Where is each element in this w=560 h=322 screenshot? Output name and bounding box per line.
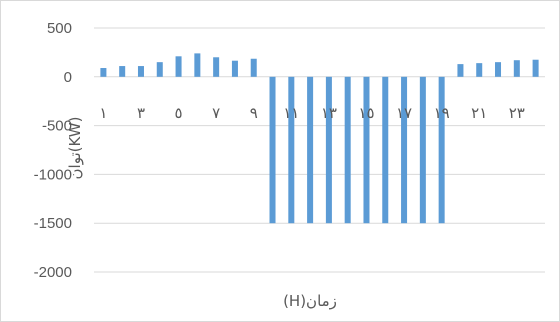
x-tick-label: ١٩ <box>434 105 450 122</box>
bar-5 <box>176 56 182 77</box>
x-tick-label: ٧ <box>212 105 220 122</box>
bar-19 <box>439 77 445 223</box>
x-axis-title: (H)زمان <box>283 292 337 310</box>
bar-9 <box>251 59 257 77</box>
bar-13 <box>326 77 332 223</box>
bar-17 <box>401 77 407 223</box>
y-tick-label: -1500 <box>34 215 72 232</box>
x-tick-label: ٢١ <box>471 105 487 122</box>
bars <box>100 53 538 223</box>
bar-8 <box>232 61 238 77</box>
y-tick-label: 0 <box>64 69 72 86</box>
bar-7 <box>213 57 219 77</box>
x-tick-label: ٥ <box>175 105 183 122</box>
bar-6 <box>194 53 200 76</box>
y-tick-label: -2000 <box>34 264 72 281</box>
bar-24 <box>533 60 539 77</box>
bar-21 <box>476 63 482 77</box>
bar-22 <box>495 62 501 77</box>
y-axis-title: توان(KW) <box>66 117 84 180</box>
bar-14 <box>345 77 351 223</box>
x-tick-label: ١ <box>99 105 107 122</box>
bar-2 <box>119 66 125 77</box>
bar-23 <box>514 60 520 77</box>
bar-11 <box>288 77 294 223</box>
bar-15 <box>363 77 369 223</box>
y-tick-label: 500 <box>47 20 72 37</box>
bar-12 <box>307 77 313 223</box>
x-tick-label: ١٣ <box>321 105 337 122</box>
x-tick-label: ٢٣ <box>509 105 525 122</box>
bar-16 <box>382 77 388 223</box>
bar-4 <box>157 62 163 77</box>
x-tick-label: ٣ <box>137 105 145 122</box>
x-tick-label: ١١ <box>283 105 299 122</box>
bar-3 <box>138 66 144 77</box>
bar-1 <box>100 68 106 77</box>
bar-20 <box>457 64 463 77</box>
bar-10 <box>270 77 276 223</box>
x-tick-label: ١٧ <box>396 105 412 122</box>
x-tick-label: ١٥ <box>358 105 374 122</box>
bar-18 <box>420 77 426 223</box>
x-tick-label: ٩ <box>250 105 258 122</box>
